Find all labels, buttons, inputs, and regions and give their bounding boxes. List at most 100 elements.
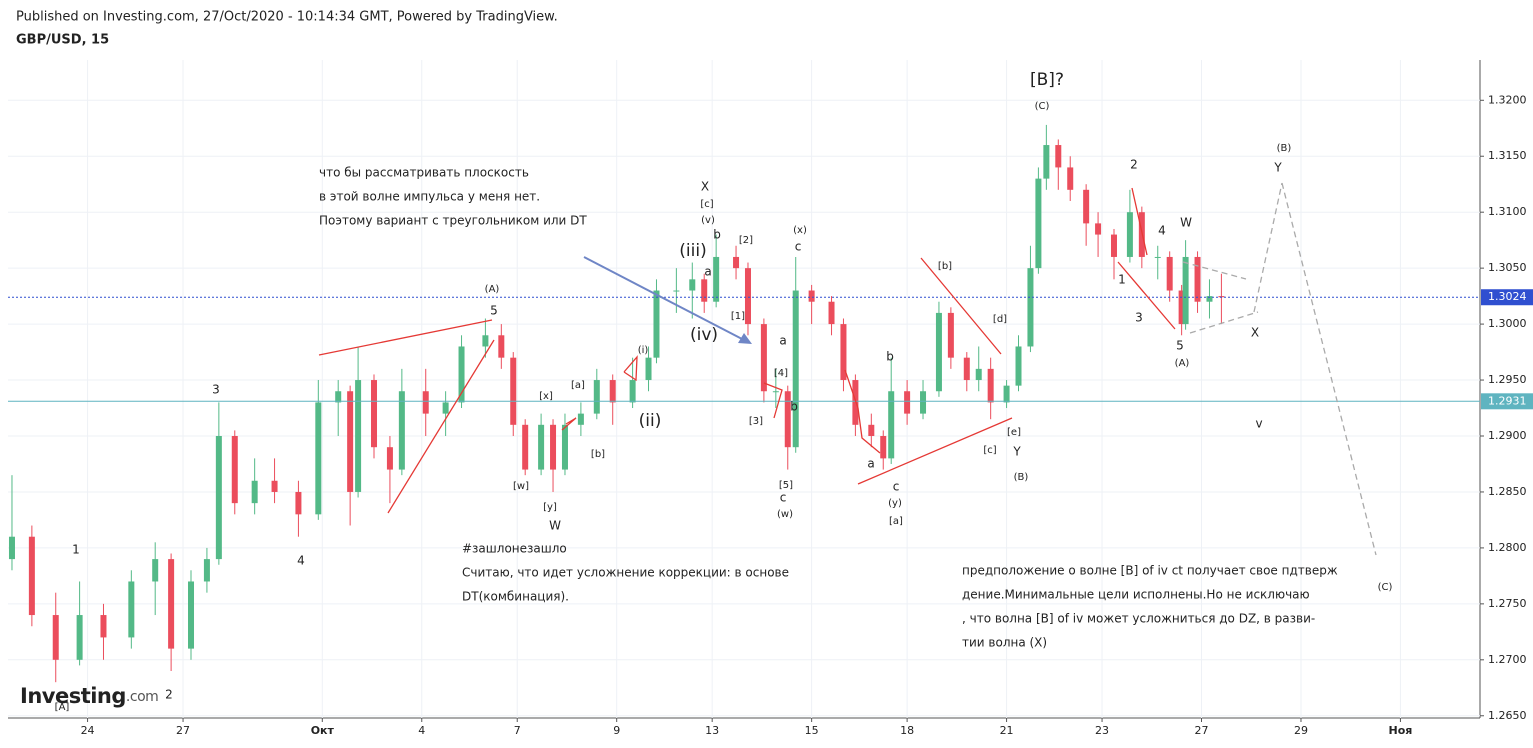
candle-body (1110, 234, 1117, 257)
candle-body (498, 335, 505, 358)
candle-body (1218, 296, 1225, 298)
wave-label: (C) (1035, 101, 1050, 112)
symbol: GBP/USD, 15 (16, 33, 109, 48)
logo-name: Investing (20, 684, 126, 708)
candle-body (1015, 346, 1022, 386)
wave-label: (iv) (690, 325, 718, 345)
note-line: DT(комбинация). (462, 590, 569, 604)
trend-line (763, 382, 783, 419)
wave-label: [3] (749, 416, 763, 427)
wave-label: a (704, 265, 711, 279)
note-line: что бы рассматривать плоскость (319, 166, 529, 180)
candle-body (593, 380, 600, 414)
published-line: Published on Investing.com, 27/Oct/2020 … (16, 10, 558, 25)
candle-body (1035, 178, 1042, 269)
candle-body (947, 312, 954, 358)
wave-label: [B]? (1030, 70, 1064, 90)
trend-line (623, 355, 638, 382)
wave-label: 1 (1118, 273, 1126, 287)
candle-body (772, 391, 779, 393)
y-tick-label: 1.3150 (1488, 149, 1527, 162)
wave-label: (v) (701, 215, 715, 226)
x-tick-label: 18 (900, 724, 914, 737)
candle-body (398, 391, 405, 470)
candle-body (784, 391, 791, 448)
candle-body (987, 368, 994, 403)
y-tick-label: 1.3200 (1488, 93, 1527, 106)
candle-body (744, 268, 751, 325)
projection-line (1182, 261, 1247, 280)
candle-body (1178, 290, 1185, 325)
wave-label: a (867, 457, 874, 471)
x-tick-label: 7 (514, 724, 521, 737)
candle-body (100, 615, 107, 638)
candle-body (645, 357, 652, 381)
wave-label: 1 (72, 543, 80, 557)
note-line: тии волна (X) (962, 636, 1047, 650)
wave-label: b (790, 400, 798, 414)
candle-body (52, 615, 59, 660)
note-line: предположение о волне [B] of iv ct получ… (962, 564, 1338, 578)
wave-label: (y) (888, 498, 902, 509)
candle-body (231, 436, 238, 504)
candle-body (347, 391, 354, 492)
candle-body (760, 324, 767, 392)
candle-body (1194, 256, 1201, 302)
wave-label: Y (1273, 161, 1282, 175)
wave-label: [y] (543, 502, 557, 513)
candle-body (935, 312, 942, 392)
trend-line (920, 257, 1002, 355)
wave-label: [c] (700, 199, 713, 210)
wave-label: [w] (513, 481, 529, 492)
candle-body (8, 536, 15, 560)
y-tick-label: 1.3050 (1488, 261, 1527, 274)
wave-label: [a] (571, 380, 585, 391)
arrow (583, 256, 752, 344)
wave-label: X (1251, 326, 1259, 340)
wave-label: X (701, 180, 709, 194)
x-tick-label: 21 (1000, 724, 1014, 737)
x-tick-label: 27 (176, 724, 190, 737)
y-tick-label: 1.3100 (1488, 205, 1527, 218)
candle-body (168, 559, 175, 649)
note-line: в этой волне импульса у меня нет. (319, 190, 540, 204)
candle-body (713, 256, 720, 302)
candle-body (653, 290, 660, 358)
note-line: Считаю, что идет усложнение коррекции: в… (462, 566, 789, 580)
wave-label: v (1255, 417, 1262, 431)
trend-line (844, 369, 881, 454)
trend-lines (318, 187, 1176, 514)
x-tick-label: 4 (418, 724, 425, 737)
wave-label: a (779, 334, 786, 348)
x-tick-label: 23 (1095, 724, 1109, 737)
candle-body (371, 380, 378, 448)
candle-body (458, 346, 465, 403)
candle-body (538, 424, 545, 470)
wave-label: [2] (739, 235, 753, 246)
candle-body (442, 402, 449, 414)
wave-label: (B) (1277, 143, 1292, 154)
wave-label: c (893, 480, 900, 494)
candle-body (550, 424, 557, 470)
projection-lines (1182, 182, 1377, 556)
wave-label: (iii) (679, 241, 706, 261)
wave-label: 3 (212, 383, 220, 397)
wave-label: W (1180, 216, 1192, 230)
wave-label: [x] (539, 391, 553, 402)
wave-label: (C) (1378, 582, 1393, 593)
x-tick-label: Окт (311, 724, 335, 737)
candle-body (386, 447, 393, 470)
wave-label: 5 (1176, 339, 1184, 353)
wave-label: Y (1012, 445, 1021, 459)
wave-label: [a] (889, 516, 903, 527)
wave-label: b (886, 350, 894, 364)
candle-body (1067, 167, 1074, 190)
candle-body (1166, 256, 1173, 291)
price-label-box (1481, 289, 1533, 306)
candle-body (1003, 385, 1010, 403)
wave-label: 2 (165, 688, 173, 702)
candle-body (792, 290, 799, 448)
trend-line (1117, 261, 1176, 330)
x-tick-label: 27 (1195, 724, 1209, 737)
